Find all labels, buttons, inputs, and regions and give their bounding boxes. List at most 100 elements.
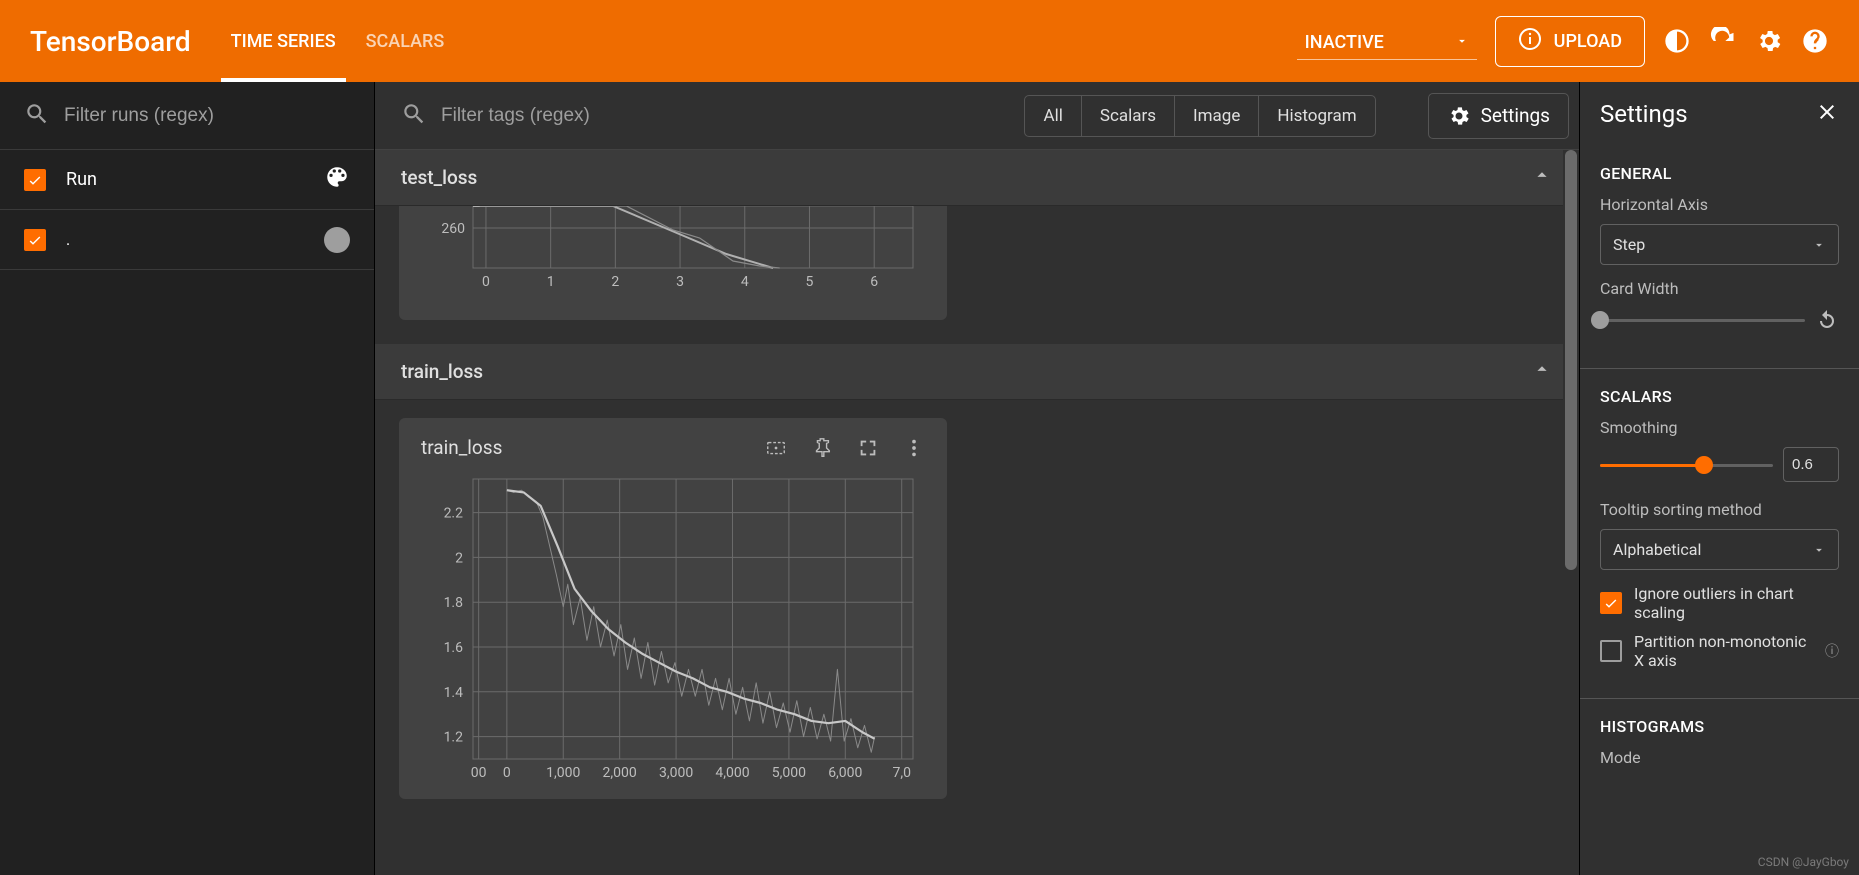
svg-text:5,000: 5,000 — [772, 765, 806, 781]
info-icon — [1518, 27, 1542, 56]
section-body-test-loss: 2600123456 — [375, 206, 1579, 344]
pill-image[interactable]: Image — [1175, 96, 1259, 136]
chart-card-test-loss: 2600123456 — [399, 206, 947, 320]
chart-card-train-loss: train_loss 1.21.41.61.822.20001,0002,000… — [399, 418, 947, 799]
runs-filter-row — [0, 82, 374, 150]
settings-panel: Settings GENERAL Horizontal Axis Step Ca… — [1579, 82, 1859, 875]
runs-select-all-checkbox[interactable] — [24, 169, 46, 191]
settings-general-section: GENERAL Horizontal Axis Step Card Width — [1580, 146, 1859, 369]
plugin-status-label: INACTIVE — [1305, 32, 1384, 53]
card-width-label: Card Width — [1600, 279, 1839, 298]
svg-text:4,000: 4,000 — [715, 765, 749, 781]
help-icon[interactable]: ⓘ — [1825, 641, 1839, 661]
pill-histogram[interactable]: Histogram — [1259, 96, 1374, 136]
tags-filter-row — [375, 101, 1024, 131]
fullscreen-icon[interactable] — [857, 437, 879, 459]
theme-toggle-icon[interactable] — [1663, 27, 1691, 55]
smoothing-slider-row — [1600, 447, 1839, 482]
smoothing-slider[interactable] — [1600, 455, 1773, 475]
app-logo: TensorBoard — [30, 25, 191, 58]
card-header: train_loss — [411, 432, 935, 469]
tab-scalars[interactable]: SCALARS — [366, 0, 445, 82]
run-label: . — [66, 230, 324, 249]
ignore-outliers-row[interactable]: Ignore outliers in chart scaling — [1600, 584, 1839, 622]
fit-domain-icon[interactable] — [765, 437, 787, 459]
upload-label: UPLOAD — [1554, 31, 1622, 52]
histograms-mode-label: Mode — [1600, 748, 1839, 767]
card-width-slider[interactable] — [1600, 310, 1805, 330]
search-icon — [401, 101, 427, 131]
settings-histograms-heading: HISTOGRAMS — [1600, 717, 1839, 736]
svg-text:00: 00 — [471, 765, 487, 781]
haxis-select[interactable]: Step — [1600, 224, 1839, 265]
settings-panel-header: Settings — [1580, 82, 1859, 146]
more-menu-icon[interactable] — [903, 437, 925, 459]
settings-general-heading: GENERAL — [1600, 164, 1839, 183]
partition-x-row[interactable]: Partition non-monotonic X axis ⓘ — [1600, 632, 1839, 670]
svg-text:3,000: 3,000 — [659, 765, 693, 781]
view-filter-group: All Scalars Image Histogram — [1024, 95, 1375, 137]
run-checkbox[interactable] — [24, 229, 46, 251]
search-icon — [24, 101, 50, 131]
section-title: test_loss — [401, 166, 477, 189]
smoothing-input[interactable] — [1783, 447, 1839, 482]
pill-scalars[interactable]: Scalars — [1082, 96, 1175, 136]
svg-text:260: 260 — [441, 221, 465, 237]
settings-button-label: Settings — [1481, 104, 1550, 127]
main-filter-bar: All Scalars Image Histogram Settings — [375, 82, 1579, 150]
pill-all[interactable]: All — [1025, 96, 1081, 136]
chevron-up-icon — [1531, 358, 1553, 385]
svg-text:2,000: 2,000 — [603, 765, 637, 781]
runs-filter-input[interactable] — [64, 105, 350, 127]
run-color-swatch[interactable] — [324, 227, 350, 253]
upload-button[interactable]: UPLOAD — [1495, 16, 1645, 67]
card-title: train_loss — [421, 436, 765, 459]
card-width-slider-row — [1600, 308, 1839, 332]
run-item[interactable]: . — [0, 210, 374, 270]
tab-time-series[interactable]: TIME SERIES — [231, 0, 336, 82]
tooltip-sort-label: Tooltip sorting method — [1600, 500, 1839, 519]
dropdown-arrow-icon — [1455, 32, 1469, 53]
svg-text:1.8: 1.8 — [444, 595, 464, 611]
settings-scalars-section: SCALARS Smoothing Tooltip sorting method… — [1580, 369, 1859, 699]
section-header-train-loss[interactable]: train_loss — [375, 344, 1579, 400]
svg-text:4: 4 — [741, 274, 749, 290]
help-icon[interactable] — [1801, 27, 1829, 55]
palette-icon[interactable] — [324, 164, 350, 195]
scrollbar-track[interactable] — [1563, 150, 1579, 875]
settings-button[interactable]: Settings — [1428, 93, 1569, 139]
header-right: INACTIVE UPLOAD — [1297, 16, 1829, 67]
main-panel: All Scalars Image Histogram Settings tes… — [375, 82, 1579, 875]
section-header-test-loss[interactable]: test_loss — [375, 150, 1579, 206]
svg-text:0: 0 — [503, 765, 511, 781]
partition-x-checkbox[interactable] — [1600, 640, 1622, 662]
settings-scalars-heading: SCALARS — [1600, 387, 1839, 406]
runs-column-header: Run — [66, 169, 97, 190]
tags-filter-input[interactable] — [441, 105, 998, 127]
svg-text:2: 2 — [455, 550, 463, 566]
scrollbar-thumb[interactable] — [1565, 150, 1577, 570]
haxis-label: Horizontal Axis — [1600, 195, 1839, 214]
card-width-reset-icon[interactable] — [1815, 308, 1839, 332]
partition-x-label: Partition non-monotonic X axis — [1634, 632, 1813, 670]
ignore-outliers-checkbox[interactable] — [1600, 592, 1622, 614]
svg-text:2: 2 — [611, 274, 619, 290]
chevron-up-icon — [1531, 164, 1553, 191]
runs-panel: Run . — [0, 82, 375, 875]
tooltip-sort-select[interactable]: Alphabetical — [1600, 529, 1839, 570]
plugin-status-select[interactable]: INACTIVE — [1297, 22, 1477, 60]
svg-text:5: 5 — [806, 274, 814, 290]
close-icon[interactable] — [1815, 100, 1839, 128]
section-title: train_loss — [401, 360, 483, 383]
settings-gear-icon[interactable] — [1755, 27, 1783, 55]
chart-train-loss: 1.21.41.61.822.20001,0002,0003,0004,0005… — [411, 469, 935, 789]
svg-text:2.2: 2.2 — [444, 506, 464, 522]
chart-test-loss: 2600123456 — [411, 206, 935, 310]
nav-tabs: TIME SERIES SCALARS — [231, 0, 445, 82]
runs-table-header: Run — [0, 150, 374, 210]
haxis-value: Step — [1613, 235, 1645, 254]
reload-icon[interactable] — [1709, 27, 1737, 55]
pin-icon[interactable] — [811, 437, 833, 459]
cards-area: test_loss 2600123456 train_loss — [375, 150, 1579, 875]
watermark: CSDN @JayGboy — [1758, 855, 1849, 869]
